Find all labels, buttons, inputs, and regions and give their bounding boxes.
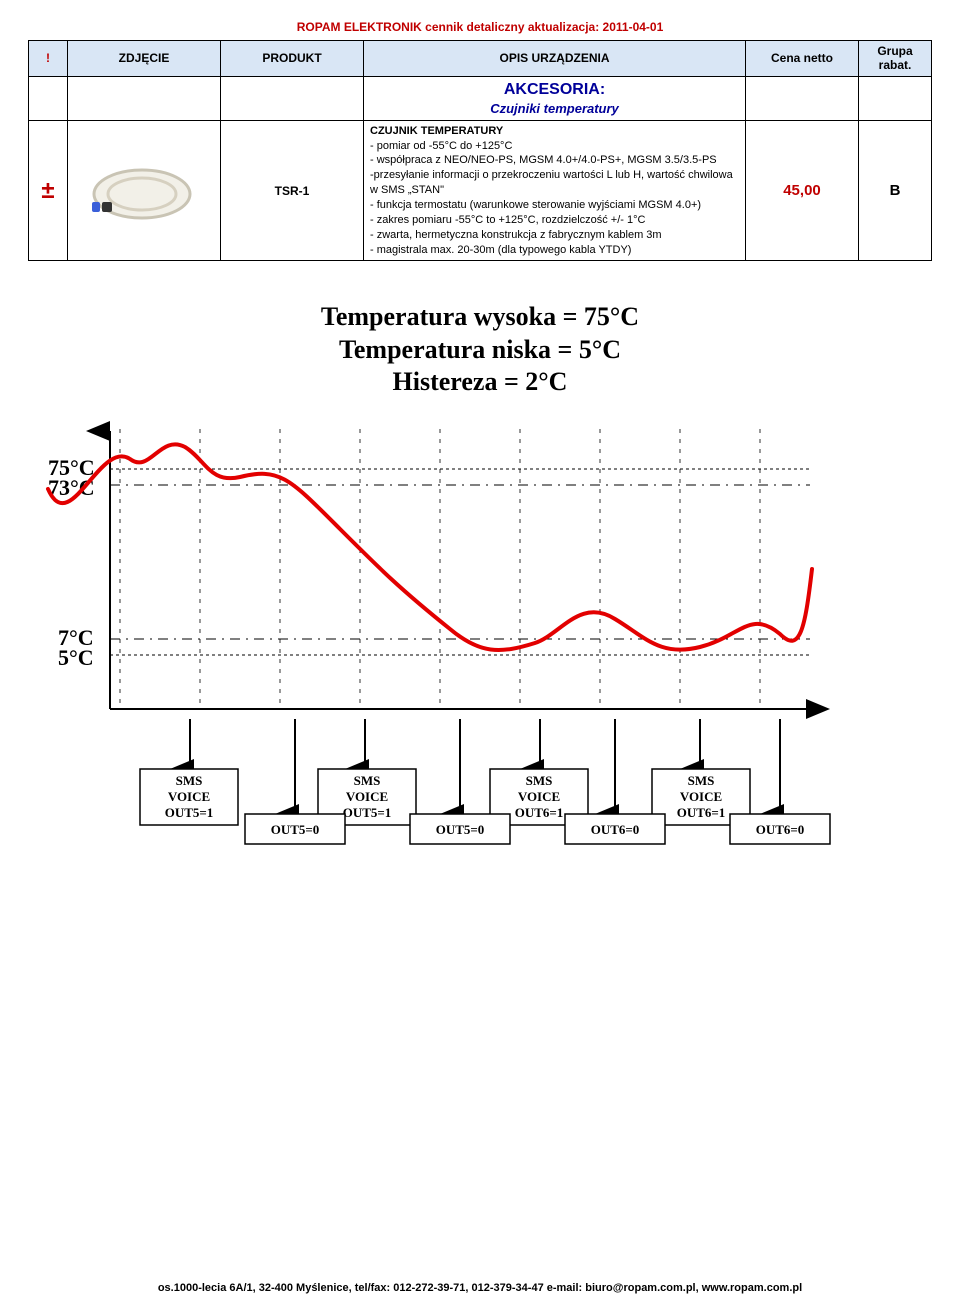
svg-text:OUT6=0: OUT6=0 [591,822,640,837]
diagram-heading-line: Temperatura niska = 5°C [28,334,932,367]
col-desc: OPIS URZĄDZENIA [364,41,746,77]
section-group-pad [859,76,932,120]
svg-text:VOICE: VOICE [518,789,560,804]
page-footer: os.1000-lecia 6A/1, 32-400 Myślenice, te… [0,1282,960,1294]
section-alert-pad [29,76,68,120]
diagram-heading-line: Histereza = 2°C [28,366,932,399]
desc-line: - funkcja termostatu (warunkowe sterowan… [370,199,701,211]
cell-alert: ± [29,120,68,261]
col-price: Cena netto [746,41,859,77]
section-prod-pad [221,76,364,120]
cell-price: 45,00 [746,120,859,261]
col-alert: ! [29,41,68,77]
desc-line: - współpraca z NEO/NEO-PS, MGSM 4.0+/4.0… [370,154,717,166]
table-header-row: ! ZDJĘCIE PRODUKT OPIS URZĄDZENIA Cena n… [29,41,932,77]
svg-text:SMS: SMS [176,773,203,788]
section-row: AKCESORIA: Czujniki temperatury [29,76,932,120]
desc-line: - pomiar od -55°C do +125°C [370,140,512,152]
cell-product: TSR-1 [221,120,364,261]
svg-text:OUT5=0: OUT5=0 [271,822,320,837]
product-image [84,154,204,224]
svg-text:SMS: SMS [688,773,715,788]
svg-text:5°C: 5°C [58,645,94,670]
desc-line: - magistrala max. 20-30m (dla typowego k… [370,244,631,256]
svg-text:OUT5=1: OUT5=1 [165,805,214,820]
diagram-heading-block: Temperatura wysoka = 75°C Temperatura ni… [28,301,932,399]
section-sub: Czujniki temperatury [364,101,745,120]
section-price-pad [746,76,859,120]
section-title: AKCESORIA: [364,77,745,101]
table-row: ± TSR-1 CZUJNIK TEMPERATURY - pomiar od … [29,120,932,261]
col-product: PRODUKT [221,41,364,77]
svg-text:VOICE: VOICE [680,789,722,804]
desc-line: - zwarta, hermetyczna konstrukcja z fabr… [370,229,662,241]
svg-text:VOICE: VOICE [346,789,388,804]
desc-line: - zakres pomiaru -55°C to +125°C, rozdzi… [370,214,645,226]
svg-text:OUT6=0: OUT6=0 [756,822,805,837]
price-table: ! ZDJĘCIE PRODUKT OPIS URZĄDZENIA Cena n… [28,40,932,261]
cell-group: B [859,120,932,261]
svg-text:SMS: SMS [526,773,553,788]
desc-title: CZUJNIK TEMPERATURY [370,125,503,137]
page-header: ROPAM ELEKTRONIK cennik detaliczny aktua… [28,20,932,34]
svg-text:SMS: SMS [354,773,381,788]
section-photo-pad [68,76,221,120]
cell-photo [68,120,221,261]
hysteresis-diagram: 75°C73°C7°C5°CSMSVOICEOUT5=1SMSVOICEOUT5… [40,419,920,889]
col-photo: ZDJĘCIE [68,41,221,77]
svg-text:OUT5=1: OUT5=1 [343,805,392,820]
col-group: Grupa rabat. [859,41,932,77]
cell-desc: CZUJNIK TEMPERATURY - pomiar od -55°C do… [364,120,746,261]
section-cell: AKCESORIA: Czujniki temperatury [364,76,746,120]
svg-text:73°C: 73°C [48,475,95,500]
desc-line: -przesyłanie informacji o przekroczeniu … [370,169,733,196]
svg-text:VOICE: VOICE [168,789,210,804]
diagram-heading-line: Temperatura wysoka = 75°C [28,301,932,334]
svg-text:OUT6=1: OUT6=1 [515,805,564,820]
svg-text:OUT6=1: OUT6=1 [677,805,726,820]
svg-text:OUT5=0: OUT5=0 [436,822,485,837]
